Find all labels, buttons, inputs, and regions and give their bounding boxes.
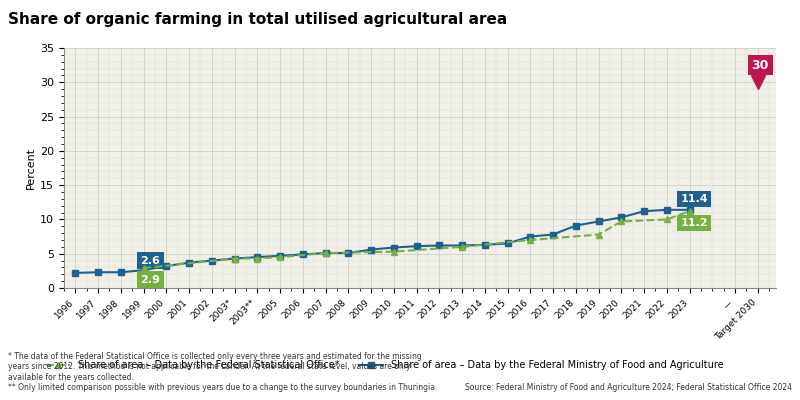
Text: 11.4: 11.4 (680, 194, 708, 204)
Legend: Share of area – Data by the Federal Statistical Office*, Share of area – Data by: Share of area – Data by the Federal Stat… (42, 356, 727, 374)
Text: 2.9: 2.9 (141, 275, 160, 285)
Text: 2.6: 2.6 (141, 256, 160, 266)
Text: 11.2: 11.2 (680, 218, 708, 228)
Text: Share of organic farming in total utilised agricultural area: Share of organic farming in total utilis… (8, 12, 507, 27)
Text: * The data of the Federal Statistical Office is collected only every three years: * The data of the Federal Statistical Of… (8, 352, 438, 392)
Y-axis label: Percent: Percent (26, 147, 36, 189)
Text: 30: 30 (751, 59, 769, 72)
Text: Source: Federal Ministry of Food and Agriculture 2024; Federal Statistical Offic: Source: Federal Ministry of Food and Agr… (465, 383, 792, 392)
